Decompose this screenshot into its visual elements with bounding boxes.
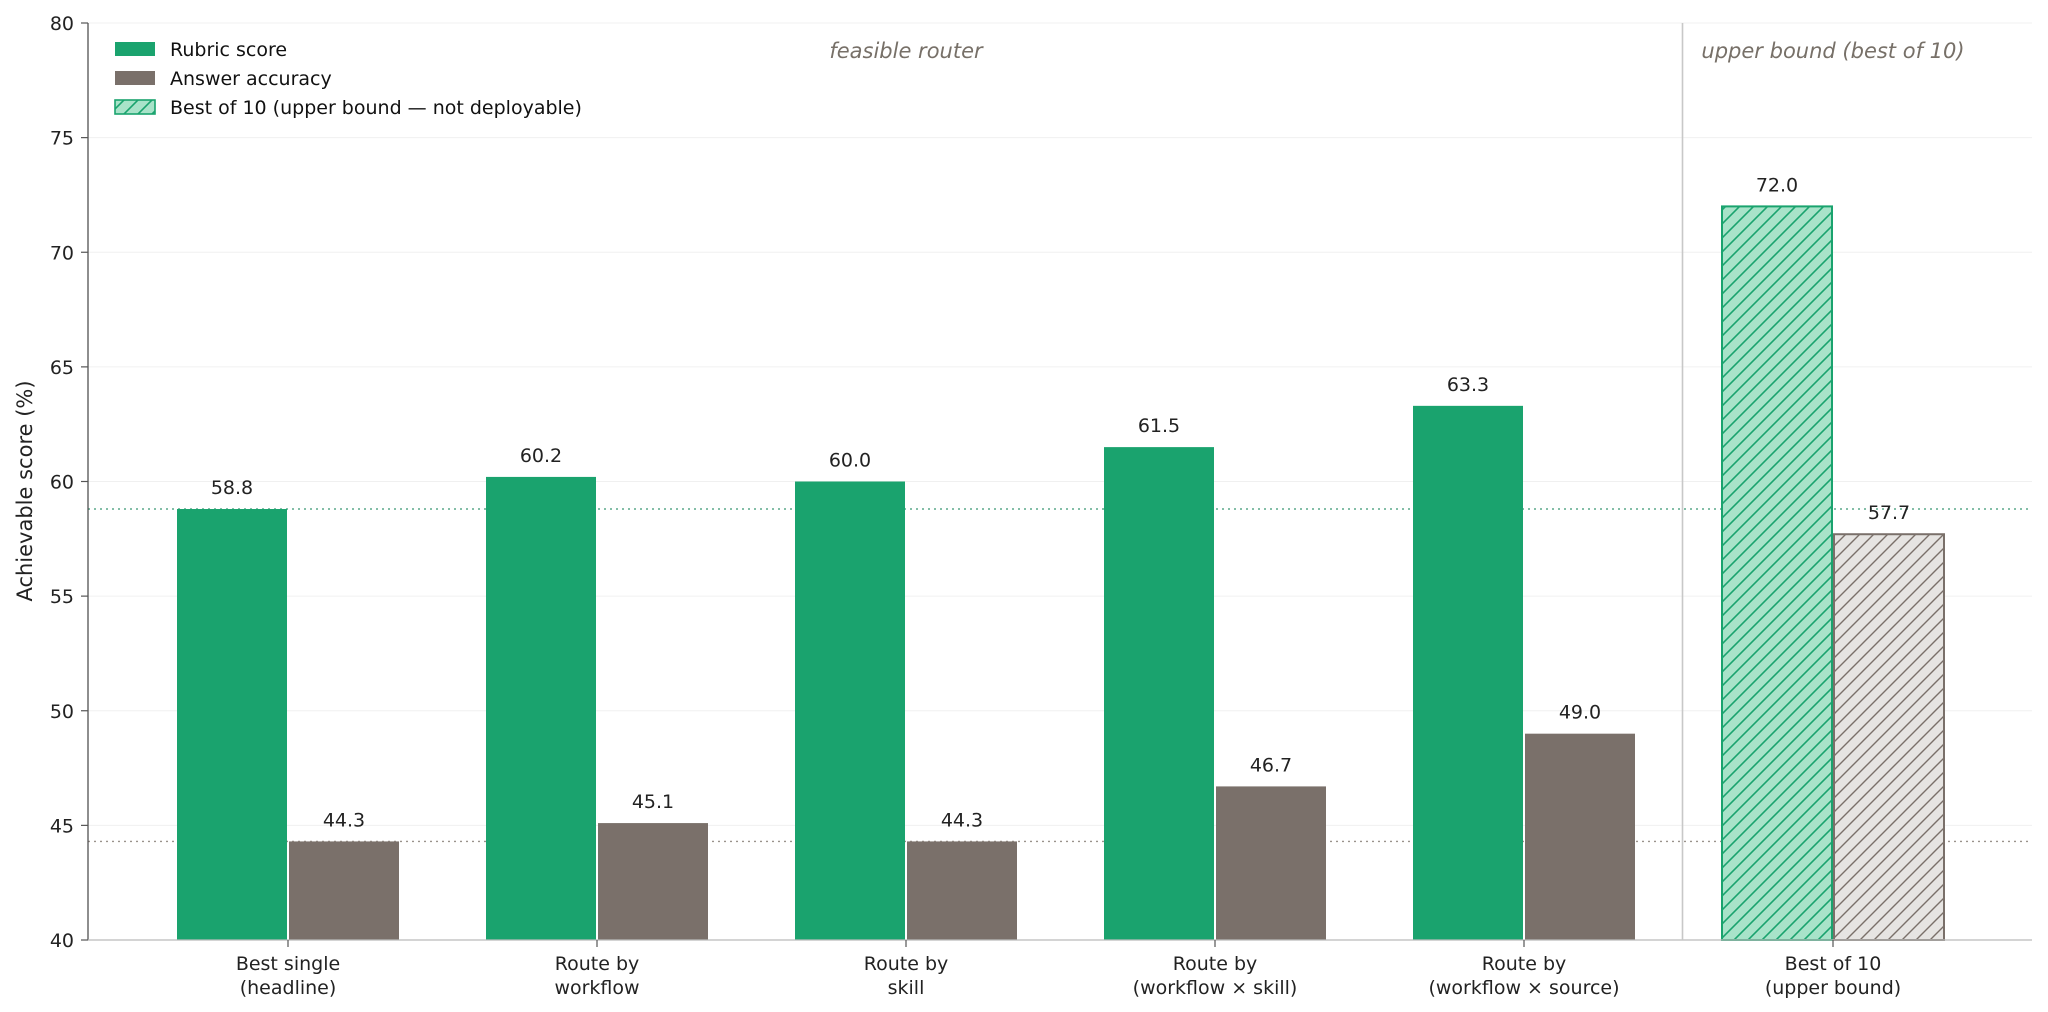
legend-swatch-answer-accuracy xyxy=(115,71,155,85)
x-category-labels: Best single (headline) Route by workflow Rou… xyxy=(236,940,1901,999)
y-tick-label: 80 xyxy=(50,13,74,35)
value-label: 58.8 xyxy=(211,477,253,499)
y-tick-label: 55 xyxy=(50,586,74,608)
reference-lines xyxy=(88,508,2032,843)
y-ticks: 40 45 50 55 60 65 70 75 80 xyxy=(50,13,88,952)
legend-label-upper-bound: Best of 10 (upper bound — not deployable… xyxy=(170,97,582,119)
grid xyxy=(88,22,2032,826)
value-label: 63.3 xyxy=(1447,374,1489,396)
bar-answer-accuracy-1 xyxy=(598,823,708,940)
region-label-upper-bound: upper bound (best of 10) xyxy=(1701,39,1964,63)
bar-rubric-score-0 xyxy=(177,509,287,940)
y-tick-label: 65 xyxy=(50,357,74,379)
bar-answer-accuracy-2 xyxy=(907,841,1017,940)
legend-swatch-upper-bound xyxy=(114,99,156,115)
x-category-label: Route by (workflow × skill) xyxy=(1133,953,1298,999)
value-label: 57.7 xyxy=(1868,502,1910,524)
y-tick-label: 70 xyxy=(50,242,74,264)
value-label: 61.5 xyxy=(1138,415,1180,437)
value-label: 49.0 xyxy=(1559,702,1601,724)
bar-rubric-score-5 xyxy=(1721,205,1833,941)
bar-answer-accuracy-0 xyxy=(289,841,399,940)
legend-swatch-rubric-score xyxy=(115,42,155,56)
x-category-label: Best of 10 (upper bound) xyxy=(1765,953,1901,999)
x-category-label: Route by skill xyxy=(864,953,949,999)
bars xyxy=(177,205,1945,941)
legend-label-answer-accuracy: Answer accuracy xyxy=(170,68,332,90)
y-axis-title: Achievable score (%) xyxy=(13,380,37,601)
y-tick-label: 60 xyxy=(50,472,74,494)
bar-rubric-score-2 xyxy=(795,481,905,940)
value-label: 60.0 xyxy=(829,450,871,472)
bar-rubric-score-1 xyxy=(486,476,596,940)
bar-answer-accuracy-5 xyxy=(1833,533,1945,941)
y-tick-label: 45 xyxy=(50,815,74,837)
value-label: 72.0 xyxy=(1756,174,1798,196)
x-category-label: Best single (headline) xyxy=(236,953,340,999)
value-labels: 58.8 44.3 60.2 45.1 60.0 44.3 61.5 46.7 63.3 49.0… xyxy=(211,174,1910,831)
y-tick-label: 40 xyxy=(50,930,74,952)
legend: Rubric score Answer accuracy Best of 10 … xyxy=(114,39,582,119)
value-label: 44.3 xyxy=(323,809,365,831)
y-tick-label: 50 xyxy=(50,701,74,723)
value-label: 60.2 xyxy=(520,445,562,467)
x-category-label: Route by (workflow × source) xyxy=(1428,953,1619,999)
bar-rubric-score-4 xyxy=(1413,405,1523,940)
x-category-label: Route by workflow xyxy=(554,953,639,999)
bar-answer-accuracy-4 xyxy=(1525,733,1635,940)
value-label: 45.1 xyxy=(632,791,674,813)
value-label: 46.7 xyxy=(1250,754,1292,776)
legend-label-rubric-score: Rubric score xyxy=(170,39,287,61)
y-tick-label: 75 xyxy=(50,128,74,150)
region-label-feasible: feasible router xyxy=(829,39,984,63)
bar-answer-accuracy-3 xyxy=(1216,786,1326,940)
bar-rubric-score-3 xyxy=(1104,447,1214,940)
value-label: 44.3 xyxy=(941,809,983,831)
